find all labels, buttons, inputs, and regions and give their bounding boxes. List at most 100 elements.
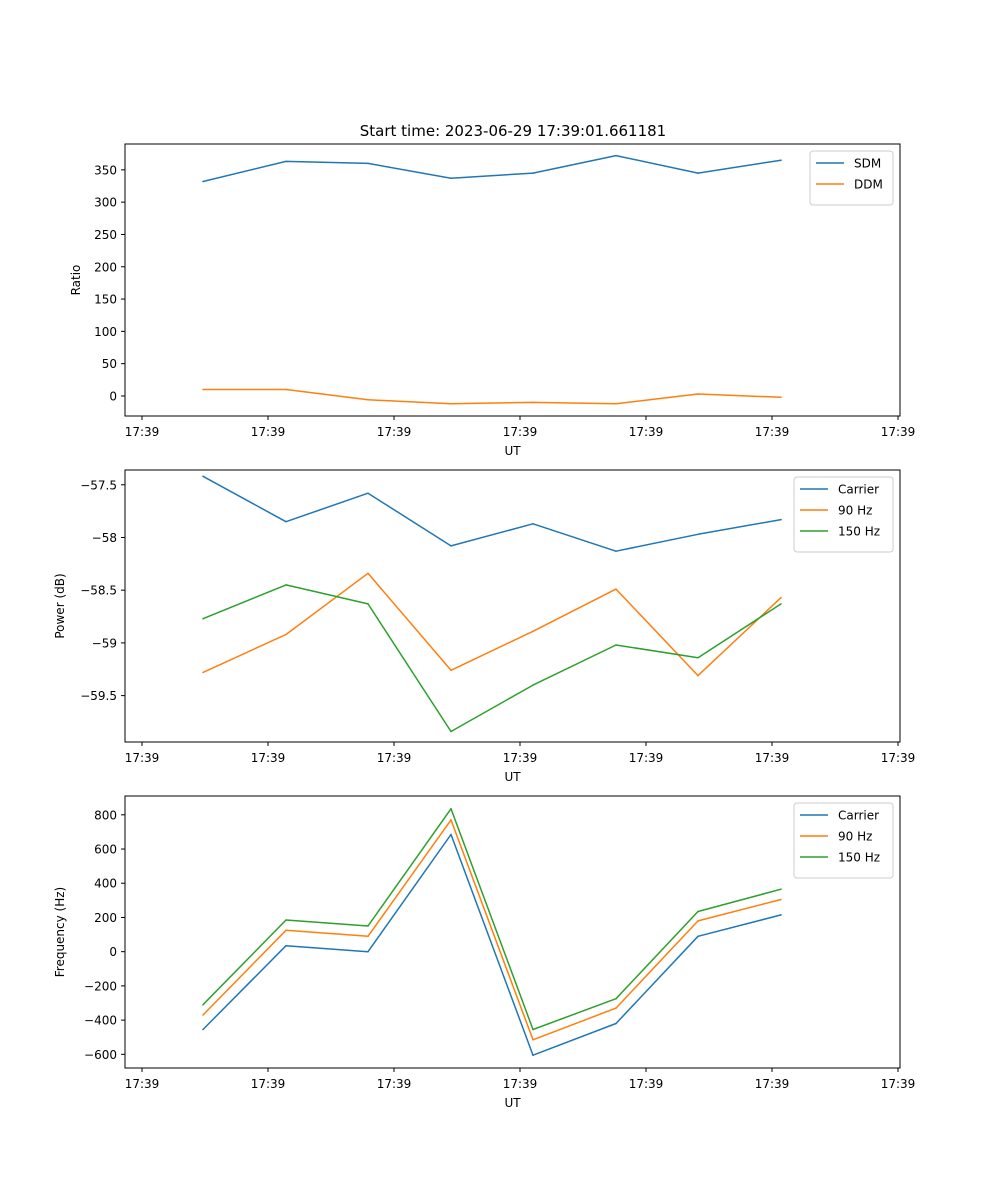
axes-frame <box>124 795 901 1069</box>
series-line-150-hz <box>202 584 782 733</box>
y-tick-label: 50 <box>102 357 117 371</box>
y-tick-label: −59 <box>92 636 117 650</box>
data-point-carrier <box>285 520 287 523</box>
data-point-90-hz <box>780 596 782 599</box>
y-axis-label: Ratio <box>69 265 83 296</box>
y-axis-label: Power (dB) <box>53 573 67 638</box>
data-point-carrier <box>450 833 452 836</box>
x-tick-label: 17:39 <box>881 1077 916 1091</box>
data-point-sdm <box>202 180 204 183</box>
y-tick-label: −58 <box>92 531 117 545</box>
legend-box <box>809 150 894 206</box>
x-tick-label: 17:39 <box>251 1077 286 1091</box>
y-tick-label: 150 <box>94 293 117 307</box>
data-point-150-hz <box>532 1028 534 1031</box>
data-point-90-hz <box>285 929 287 932</box>
legend-label-ddm: DDM <box>854 178 883 192</box>
y-tick-label: 400 <box>94 877 117 891</box>
plots-group: 17:39 17:39 17:39 17:39 17:39 17:39 17:39 0 50 10… <box>53 143 916 1110</box>
data-point-150-hz <box>285 584 287 586</box>
legend-label-150-hz: 150 Hz <box>838 525 880 539</box>
series-line-90-hz <box>202 819 782 1041</box>
data-point-ddm <box>285 388 287 391</box>
y-axis-label: Frequency (Hz) <box>53 887 67 978</box>
data-point-carrier <box>780 914 782 916</box>
data-point-ddm <box>697 393 699 395</box>
x-tick-label: 17:39 <box>377 751 412 765</box>
data-point-carrier <box>780 518 782 521</box>
series-line-150-hz <box>202 808 782 1031</box>
data-point-90-hz <box>202 671 204 674</box>
data-point-150-hz <box>450 730 452 733</box>
chart-panel-2: 17:39 17:39 17:39 17:39 17:39 17:39 17:39 −57.5… <box>53 469 916 784</box>
x-tick-label: 17:39 <box>251 425 286 439</box>
x-tick-label: 17:39 <box>629 751 664 765</box>
x-tick-label: 17:39 <box>881 751 916 765</box>
data-point-90-hz <box>532 630 534 633</box>
data-point-sdm <box>780 159 782 161</box>
x-tick-label: 17:39 <box>125 1077 160 1091</box>
data-point-150-hz <box>202 1003 204 1006</box>
axes-frame <box>124 143 901 417</box>
data-point-carrier <box>532 523 534 525</box>
data-point-sdm <box>615 154 617 157</box>
chart-panel-1: 17:39 17:39 17:39 17:39 17:39 17:39 17:39 0 50 10… <box>69 143 916 458</box>
series-line-carrier <box>202 833 782 1056</box>
data-point-150-hz <box>367 925 369 927</box>
data-point-150-hz <box>615 997 617 1000</box>
data-point-carrier <box>697 935 699 938</box>
data-point-90-hz <box>285 633 287 636</box>
x-tick-label: 17:39 <box>125 425 160 439</box>
data-point-sdm <box>697 172 699 174</box>
y-tick-label: −600 <box>84 1048 117 1062</box>
x-axis-label: UT <box>504 1096 521 1110</box>
y-tick-label: 0 <box>109 945 117 959</box>
legend-label-90-hz: 90 Hz <box>838 830 872 844</box>
data-point-ddm <box>780 396 782 399</box>
series-line-ddm <box>203 388 782 405</box>
y-tick-label: −59.5 <box>80 689 117 703</box>
data-point-150-hz <box>532 684 534 686</box>
data-point-carrier <box>285 944 287 947</box>
x-tick-label: 17:39 <box>629 1077 664 1091</box>
data-point-carrier <box>367 950 369 953</box>
legend-label-sdm: SDM <box>854 157 881 171</box>
series-line-90-hz <box>202 572 782 677</box>
x-tick-label: 17:39 <box>503 425 538 439</box>
axes-frame <box>124 469 901 743</box>
data-point-90-hz <box>367 572 369 575</box>
y-tick-label: 300 <box>94 196 117 210</box>
x-tick-label: 17:39 <box>881 425 916 439</box>
y-tick-label: 100 <box>94 325 117 339</box>
series-line-carrier <box>202 475 782 552</box>
y-tick-label: 250 <box>94 228 117 242</box>
data-point-ddm <box>532 401 534 404</box>
legend-label-90-hz: 90 Hz <box>838 504 872 518</box>
data-point-90-hz <box>202 1014 204 1016</box>
data-point-90-hz <box>697 674 699 677</box>
data-point-carrier <box>202 475 204 478</box>
y-tick-label: 200 <box>94 260 117 274</box>
y-tick-label: −200 <box>84 979 117 993</box>
legend-box <box>793 476 894 553</box>
legend-label-carrier: Carrier <box>838 809 879 823</box>
x-tick-label: 17:39 <box>377 425 412 439</box>
y-tick-label: −57.5 <box>80 478 117 492</box>
y-tick-label: 200 <box>94 911 117 925</box>
data-point-carrier <box>202 1028 204 1031</box>
data-point-ddm <box>450 402 452 405</box>
data-point-90-hz <box>450 819 452 821</box>
data-point-150-hz <box>780 888 782 890</box>
y-tick-label: −58.5 <box>80 584 117 598</box>
data-point-150-hz <box>697 656 699 659</box>
data-point-150-hz <box>697 910 699 913</box>
data-point-90-hz <box>615 1007 617 1009</box>
data-point-150-hz <box>780 603 782 605</box>
data-point-150-hz <box>450 808 452 810</box>
x-axis-label: UT <box>504 770 521 784</box>
data-point-carrier <box>615 1022 617 1025</box>
data-point-90-hz <box>532 1039 534 1041</box>
data-point-150-hz <box>285 919 287 921</box>
x-tick-label: 17:39 <box>125 751 160 765</box>
